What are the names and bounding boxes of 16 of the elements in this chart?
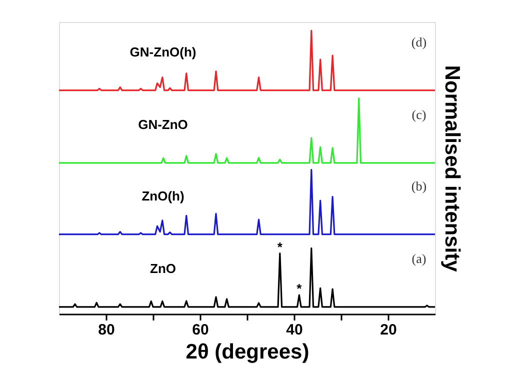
- annotation: (a): [412, 250, 426, 266]
- annotation: (b): [411, 178, 427, 194]
- y-axis-title: Normalised intensity: [440, 65, 464, 272]
- annotation: GN-ZnO(h): [130, 44, 196, 60]
- annotation: *: [296, 281, 303, 296]
- x-tick-label: 80: [98, 322, 115, 338]
- x-tick-label: 20: [380, 322, 397, 338]
- annotation: ZnO(h): [142, 188, 184, 204]
- x-tick-label: 60: [192, 322, 209, 338]
- annotation: (d): [411, 34, 427, 50]
- x-axis-title: 2θ (degrees): [186, 340, 310, 364]
- annotation: GN-ZnO: [138, 116, 188, 132]
- annotation: (c): [412, 106, 426, 122]
- x-tick-label: 40: [286, 322, 303, 338]
- annotation: *: [277, 239, 284, 254]
- annotation: ZnO: [150, 260, 176, 276]
